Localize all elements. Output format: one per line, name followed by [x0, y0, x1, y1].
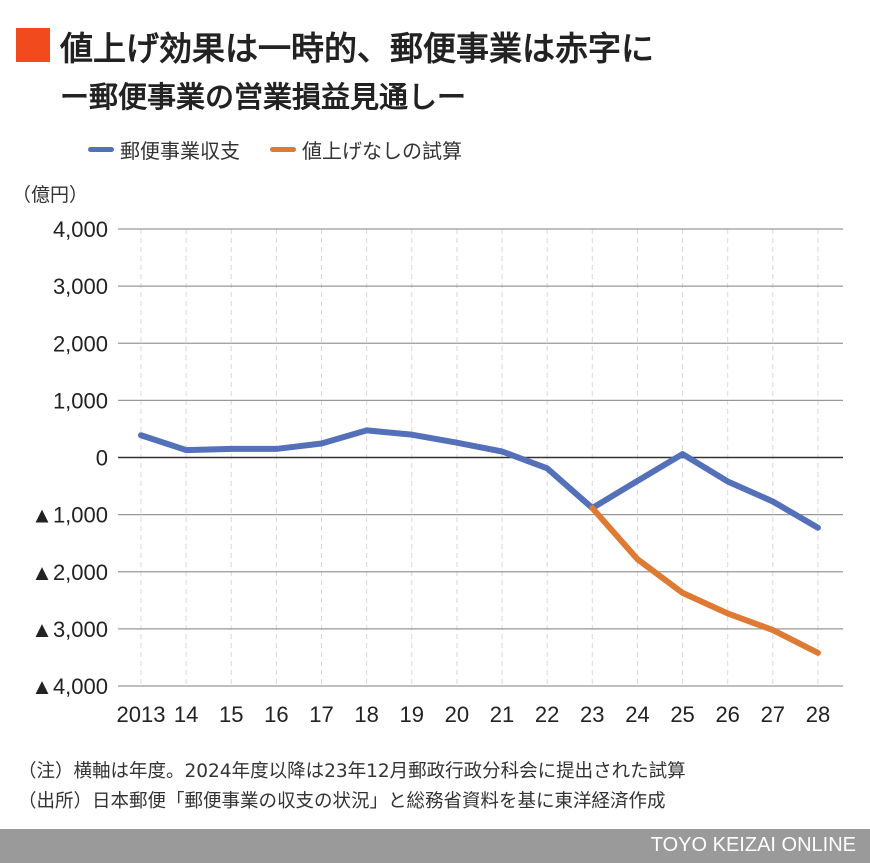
y-axis-unit: （億円） — [12, 184, 89, 206]
chart-subtitle: ー郵便事業の営業損益見通しー — [60, 80, 467, 114]
plot-area: 2013 14 15 16 17 18 19 20 21 22 23 24 25 26 27 28 4,000 3… — [31, 217, 843, 727]
chart-title: 値上げ効果は一時的、郵便事業は赤字に — [60, 29, 654, 68]
x-tick-label: 2013 — [117, 702, 166, 727]
footer-brand: TOYO KEIZAI ONLINE — [650, 834, 856, 856]
y-tick-label: 0 — [96, 446, 108, 471]
x-tick-label: 27 — [761, 702, 785, 727]
x-tick-label: 16 — [264, 702, 288, 727]
x-tick-label: 22 — [535, 702, 559, 727]
x-tick-label: 21 — [490, 702, 514, 727]
y-tick-label: ▲4,000 — [31, 674, 108, 699]
x-tick-label: 19 — [400, 702, 424, 727]
y-tick-label: 3,000 — [53, 274, 108, 299]
series-line-1 — [589, 505, 821, 656]
legend-item-1: 値上げなしの試算 — [270, 135, 462, 164]
legend-label: 値上げなしの試算 — [302, 139, 462, 163]
footer-bar: TOYO KEIZAI ONLINE — [0, 829, 870, 863]
x-tick-label: 26 — [715, 702, 739, 727]
x-tick-label: 24 — [625, 702, 649, 727]
x-tick-label: 28 — [806, 702, 830, 727]
series-line-0 — [138, 427, 821, 531]
y-tick-label: 1,000 — [53, 388, 108, 413]
y-tick-label: ▲1,000 — [31, 503, 108, 528]
x-tick-label: 17 — [309, 702, 333, 727]
y-tick-label: 2,000 — [53, 331, 108, 356]
x-tick-label: 15 — [219, 702, 243, 727]
y-tick-label: ▲2,000 — [31, 560, 108, 585]
x-tick-label: 18 — [354, 702, 378, 727]
note: （注）横軸は年度。2024年度以降は23年12月郵政行政分科会に提出された試算 — [18, 761, 686, 782]
legend: 郵便事業収支 値上げなしの試算 — [88, 135, 462, 164]
x-tick-label: 25 — [670, 702, 694, 727]
x-tick-label: 20 — [445, 702, 469, 727]
title-marker — [16, 28, 50, 62]
legend-swatch — [88, 147, 114, 152]
y-tick-label: ▲3,000 — [31, 617, 108, 642]
x-tick-label: 23 — [580, 702, 604, 727]
source: （出所）日本郵便「郵便事業の収支の状況」と総務省資料を基に東洋経済作成 — [18, 791, 666, 812]
legend-swatch — [270, 147, 296, 152]
x-tick-label: 14 — [174, 702, 198, 727]
legend-item-0: 郵便事業収支 — [88, 135, 240, 164]
y-tick-label: 4,000 — [53, 217, 108, 242]
legend-label: 郵便事業収支 — [120, 139, 240, 163]
